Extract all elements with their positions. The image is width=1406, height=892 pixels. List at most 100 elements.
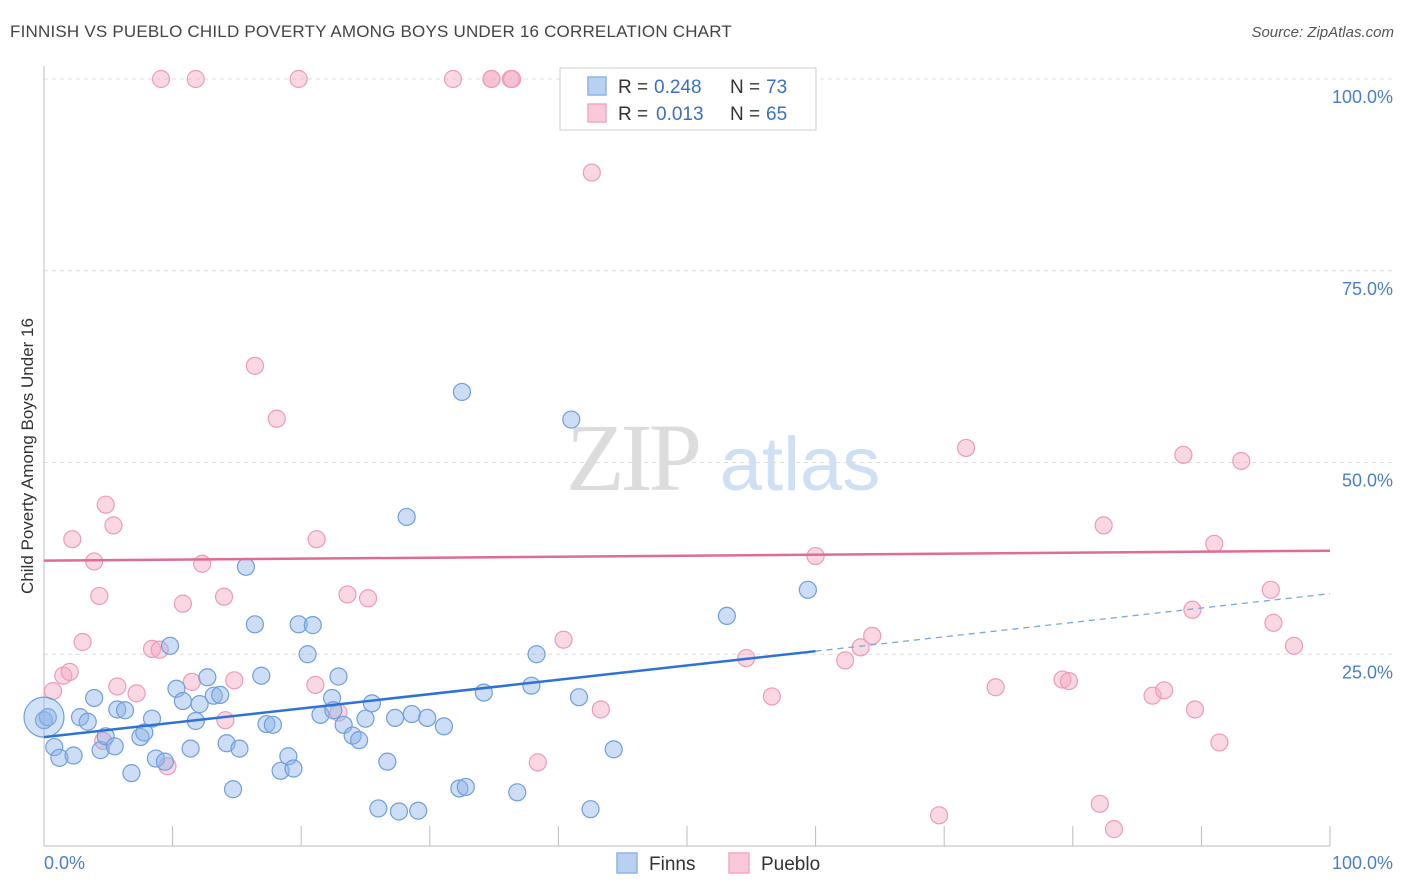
finns-point <box>142 709 162 728</box>
finns-point <box>135 723 154 742</box>
finns-point <box>257 714 276 734</box>
pueblo-point <box>108 677 127 696</box>
pueblo-point <box>1053 670 1072 689</box>
finns-point <box>289 615 308 634</box>
pueblo-point <box>929 806 949 825</box>
finns-point <box>38 708 57 727</box>
finns-point <box>389 802 409 821</box>
pueblo-point <box>1174 445 1193 464</box>
pueblo-n-label: N = <box>730 104 760 125</box>
finns-trend-extension <box>815 593 1331 652</box>
finns-point <box>798 580 817 599</box>
finns-point <box>434 717 454 736</box>
pueblo-r-label: R = <box>618 104 648 125</box>
finns-point <box>402 704 421 724</box>
pueblo-point <box>1264 613 1283 632</box>
finns-point <box>96 727 115 746</box>
watermark-zip: ZIP <box>566 404 699 511</box>
bottom-legend: Finns Pueblo <box>616 852 820 875</box>
finns-point <box>604 740 623 759</box>
pueblo-point <box>150 640 169 659</box>
pueblo-point <box>358 589 378 608</box>
pueblo-bottom-label: Pueblo <box>761 854 820 875</box>
y-tick-label: 25.0% <box>1342 662 1393 682</box>
finns-point <box>230 739 249 758</box>
finns-point <box>508 783 527 802</box>
y-tick-label: 100.0% <box>1332 87 1393 107</box>
pueblo-point <box>528 753 547 772</box>
trend-lines <box>43 549 1331 739</box>
pueblo-point <box>836 651 855 670</box>
pueblo-point <box>762 687 781 706</box>
finns-point <box>236 557 256 576</box>
y-tick-label: 75.0% <box>1342 279 1393 299</box>
pueblo-point <box>338 585 357 604</box>
finns-r-value: 0.248 <box>654 77 702 98</box>
finns-point <box>409 801 428 820</box>
pueblo-point <box>63 530 82 549</box>
x-tick-label-min: 0.0% <box>44 853 85 873</box>
grid-lines <box>44 78 1392 655</box>
pueblo-point <box>986 678 1005 697</box>
pueblo-point <box>863 626 882 645</box>
pueblo-point <box>214 587 234 606</box>
finns-point <box>527 645 546 664</box>
pueblo-point <box>1059 671 1079 691</box>
watermark-atlas: atlas <box>720 422 881 507</box>
finns-n-label: N = <box>730 77 760 98</box>
finns-point <box>378 752 397 771</box>
pueblo-point <box>1104 820 1124 839</box>
finns-point <box>105 737 124 756</box>
finns-r-label: R = <box>618 77 648 98</box>
finns-point <box>717 606 736 626</box>
finns-point <box>181 739 200 758</box>
finns-point <box>303 616 322 635</box>
pueblo-point <box>307 530 326 549</box>
finns-n-value: 73 <box>766 77 787 98</box>
finns-point <box>78 712 97 731</box>
finns-point <box>581 800 600 819</box>
finns-point <box>223 780 243 799</box>
finns-point <box>45 737 64 757</box>
finns-point <box>397 507 416 527</box>
finns-point <box>204 686 223 705</box>
pueblo-point <box>443 69 463 89</box>
pueblo-point <box>306 675 325 695</box>
finns-point <box>173 691 192 711</box>
finns-trend-line <box>43 649 816 739</box>
finns-point <box>108 700 127 719</box>
finns-point <box>245 615 265 634</box>
pueblo-point <box>216 711 235 730</box>
pueblo-point <box>1284 636 1304 655</box>
finns-point <box>122 764 141 783</box>
finns-point <box>64 746 83 765</box>
pueblo-point <box>1094 516 1113 535</box>
pueblo-point <box>1205 534 1224 553</box>
finns-bottom-swatch <box>616 852 638 874</box>
finns-point <box>349 731 369 750</box>
finns-point <box>456 777 475 797</box>
pueblo-point <box>1210 733 1229 752</box>
pueblo-point <box>96 495 115 514</box>
axes <box>43 66 1331 847</box>
finns-point <box>343 726 362 745</box>
pueblo-point <box>267 409 286 428</box>
finns-point <box>562 410 581 429</box>
finns-point <box>385 708 405 728</box>
finns-point <box>160 636 180 655</box>
pueblo-point <box>151 69 171 89</box>
finns-point <box>522 676 541 695</box>
finns-point <box>284 759 303 778</box>
finns-point <box>211 685 230 705</box>
finns-point <box>569 688 589 707</box>
pueblo-point <box>806 546 825 566</box>
pueblo-series <box>43 69 1304 839</box>
finns-point <box>115 701 135 720</box>
finns-point <box>198 668 217 687</box>
pueblo-point <box>127 684 146 703</box>
y-tick-label: 50.0% <box>1342 471 1393 491</box>
finns-point <box>369 799 388 818</box>
pueblo-point <box>186 69 205 89</box>
pueblo-point <box>1183 600 1202 619</box>
